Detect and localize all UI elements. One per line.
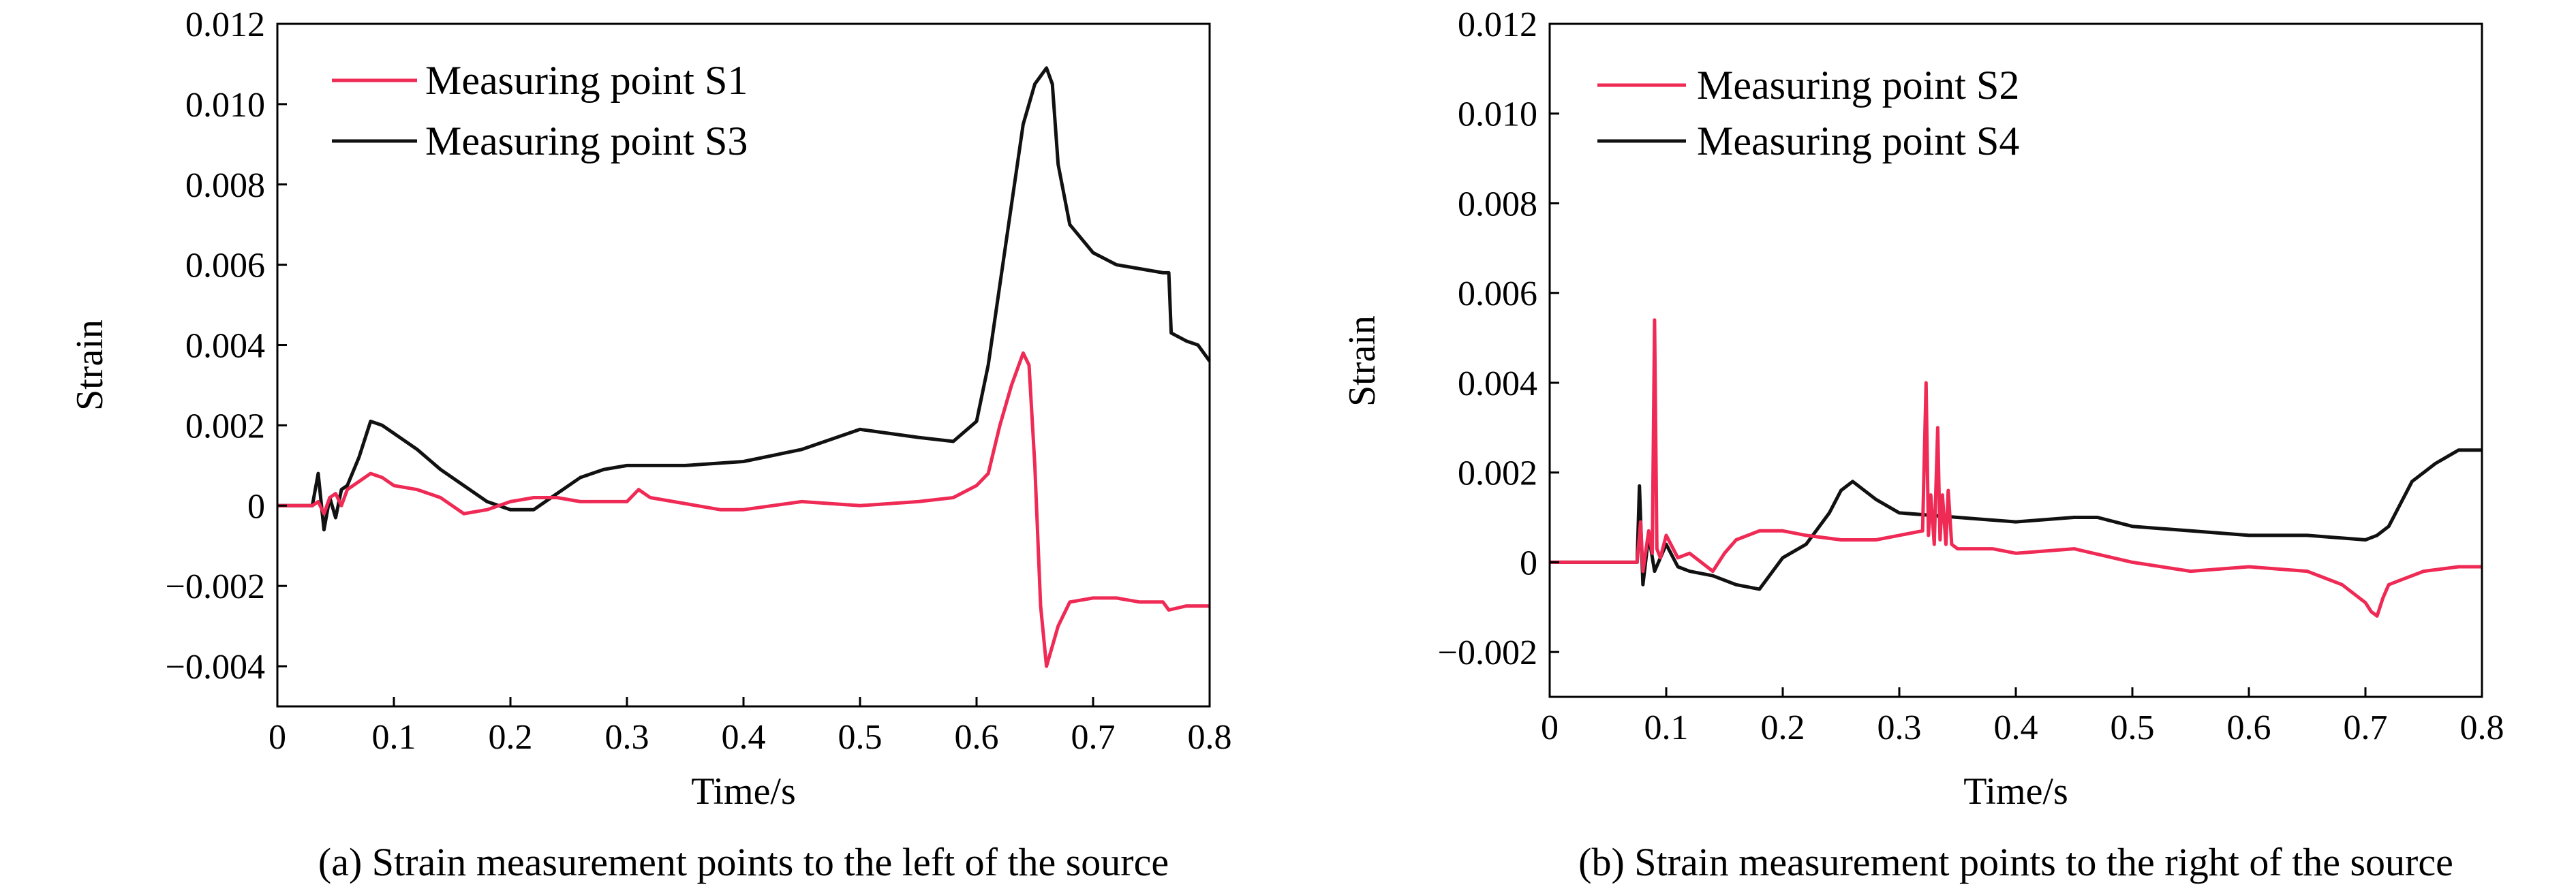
left-y-tick-label: 0.010 [185, 86, 265, 125]
left-y-tick-label: 0.008 [185, 166, 265, 205]
right-series-layer [1550, 318, 2482, 618]
right-y-tick-label: 0.006 [1458, 275, 1537, 313]
left-y-tick-label: 0 [247, 487, 265, 526]
left-x-tick-label: 0.4 [722, 718, 766, 757]
right-legend: Measuring point S2 Measuring point S4 [1597, 63, 2019, 163]
left-y-tick-label: −0.002 [166, 567, 265, 606]
right-y-tick-label: 0.002 [1458, 454, 1537, 493]
left-x-axis-title: Time/s [691, 770, 796, 813]
series-line-s4 [1550, 448, 2482, 591]
left-y-tick-label: 0.012 [185, 5, 265, 44]
right-y-tick-label: −0.002 [1438, 634, 1537, 672]
right-x-tick-label: 0.6 [2227, 708, 2271, 747]
right-x-tick-label: 0 [1541, 708, 1559, 747]
left-y-tick-label: −0.004 [166, 648, 265, 687]
right-x-tick-label: 0.3 [1877, 708, 1922, 747]
series-line-s1 [277, 351, 1210, 668]
right-y-tick-label: 0.004 [1458, 364, 1537, 403]
left-y-tick-label: 0.006 [185, 247, 265, 285]
right-y-tick-label: 0 [1520, 544, 1537, 582]
left-x-tick-label: 0.1 [372, 718, 416, 757]
left-series-layer [277, 66, 1212, 668]
left-x-tick-label: 0.8 [1188, 718, 1232, 757]
right-y-tick-label: 0.012 [1458, 5, 1537, 44]
legend-label-s2: Measuring point S2 [1697, 63, 2019, 108]
left-x-tick-label: 0 [269, 718, 286, 757]
chart-panel-left: 0 0.1 0.2 0.3 0.4 0.5 0.6 0.7 0.8 −0.004 −0.002 0 0.… [69, 5, 1232, 884]
left-x-tick-label: 0.7 [1071, 718, 1116, 757]
series-line-s2 [1550, 318, 2482, 618]
left-legend: Measuring point S1 Measuring point S3 [332, 58, 748, 163]
left-y-axis-title: Strain [69, 319, 111, 411]
right-x-tick-label: 0.2 [1761, 708, 1805, 747]
right-y-tick-label: 0.008 [1458, 185, 1537, 223]
right-x-tick-label: 0.4 [1994, 708, 2038, 747]
left-y-tick-label: 0.002 [185, 407, 265, 446]
series-line-s3 [277, 66, 1212, 532]
left-chart-caption: (a) Strain measurement points to the lef… [318, 840, 1169, 884]
right-y-tick-label: 0.010 [1458, 95, 1537, 134]
right-x-tick-label: 0.5 [2111, 708, 2155, 747]
right-chart-caption: (b) Strain measurement points to the rig… [1578, 840, 2453, 884]
left-x-tick-label: 0.3 [605, 718, 649, 757]
left-x-tick-label: 0.2 [489, 718, 533, 757]
chart-panel-right: 0 0.1 0.2 0.3 0.4 0.5 0.6 0.7 0.8−0.00200.0020.0… [1341, 5, 2504, 884]
legend-label-s1: Measuring point S1 [425, 58, 748, 103]
right-x-tick-label: 0.1 [1644, 708, 1689, 747]
right-x-tick-label: 0.7 [2344, 708, 2388, 747]
right-y-axis-title: Strain [1341, 315, 1383, 407]
left-x-tick-label: 0.6 [955, 718, 999, 757]
right-x-tick-label: 0.8 [2460, 708, 2504, 747]
legend-label-s4: Measuring point S4 [1697, 119, 2019, 163]
left-ticks: 0 0.1 0.2 0.3 0.4 0.5 0.6 0.7 0.8 −0.004 −0.002 0 0.… [166, 5, 1232, 757]
left-x-tick-label: 0.5 [838, 718, 883, 757]
legend-label-s3: Measuring point S3 [425, 119, 748, 163]
right-ticks: 0 0.1 0.2 0.3 0.4 0.5 0.6 0.7 0.8−0.00200.0020.0… [1438, 5, 2504, 747]
right-x-axis-title: Time/s [1963, 770, 2068, 813]
left-y-tick-label: 0.004 [185, 327, 265, 366]
